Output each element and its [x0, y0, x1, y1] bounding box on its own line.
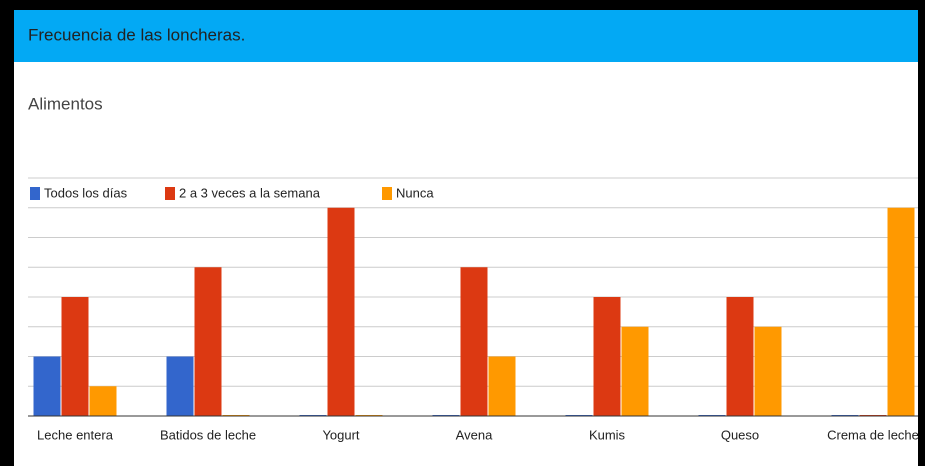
legend-swatch [382, 187, 392, 200]
bar [89, 386, 117, 416]
bar [460, 267, 488, 416]
x-tick-label: Batidos de leche [160, 427, 256, 442]
header-bar [14, 10, 918, 62]
bar [61, 297, 89, 416]
header-title: Frecuencia de las loncheras. [28, 25, 245, 44]
x-tick-label: Avena [456, 427, 493, 442]
bar [621, 326, 649, 416]
x-tick-label: Queso [721, 427, 759, 442]
bar [33, 356, 61, 416]
x-tick-label: Crema de leche [827, 427, 919, 442]
bar [194, 267, 222, 416]
bar [887, 207, 915, 416]
chart-title: Alimentos [28, 94, 103, 113]
legend-label: 2 a 3 veces a la semana [179, 185, 321, 200]
bar [593, 297, 621, 416]
bar [754, 326, 782, 416]
legend-swatch [165, 187, 175, 200]
bar [327, 207, 355, 416]
bar [726, 297, 754, 416]
bar [166, 356, 194, 416]
legend-label: Nunca [396, 185, 434, 200]
x-tick-label: Leche entera [37, 427, 114, 442]
legend-swatch [30, 187, 40, 200]
x-tick-label: Yogurt [322, 427, 359, 442]
x-tick-label: Kumis [589, 427, 626, 442]
legend-label: Todos los días [44, 185, 128, 200]
frame-edge [918, 0, 925, 466]
bar [488, 356, 516, 416]
